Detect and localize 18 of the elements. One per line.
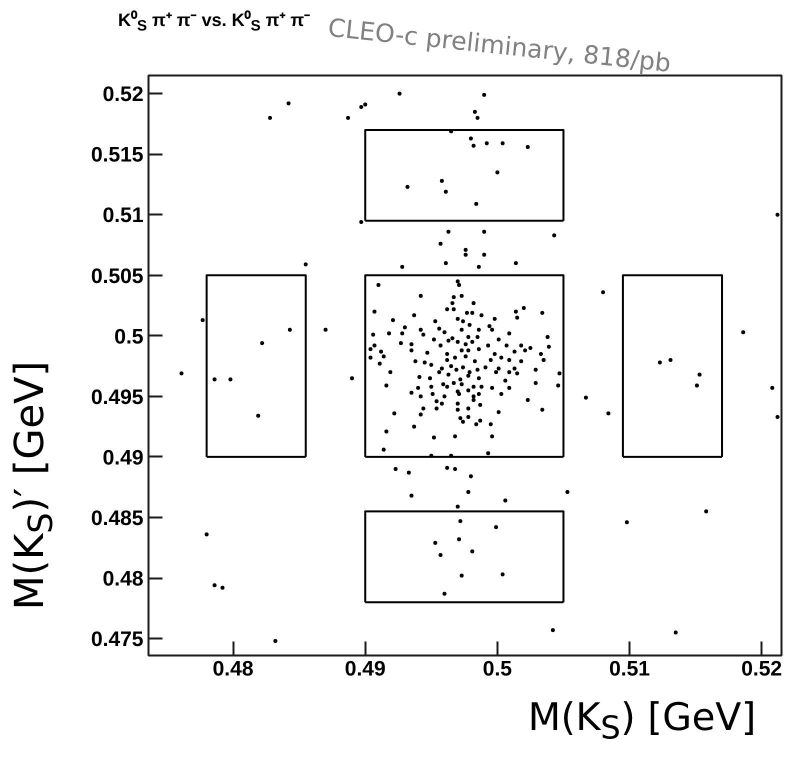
annotation: CLEO-c preliminary, 818/pb xyxy=(326,12,673,80)
y-tick-label: 0.515 xyxy=(90,144,144,167)
y-tick-label: 0.485 xyxy=(90,506,144,530)
y-tick-label: 0.52 xyxy=(102,83,144,106)
y-tick-label: 0.495 xyxy=(90,386,144,409)
x-tick-label: 0.51 xyxy=(609,658,650,680)
x-tick-label: 0.5 xyxy=(482,658,512,680)
y-tick-label: 0.5 xyxy=(114,325,144,348)
y-tick-label: 0.51 xyxy=(102,204,144,228)
y-tick-label: 0.49 xyxy=(102,446,144,470)
chart-title: K⁰$_{S}$ π⁺ π⁻ vs. K⁰$_{S}$ π⁺ π⁻ xyxy=(118,9,310,37)
x-tick-label: 0.52 xyxy=(741,658,782,680)
x-axis-title: M(K$_{S}$) [GeV] xyxy=(528,694,756,749)
y-tick-label: 0.475 xyxy=(90,628,144,652)
y-tick-label: 0.505 xyxy=(90,264,144,288)
x-tick-label: 0.48 xyxy=(212,658,254,680)
y-tick-label: 0.48 xyxy=(102,568,144,591)
x-tick-label: 0.49 xyxy=(344,658,386,680)
